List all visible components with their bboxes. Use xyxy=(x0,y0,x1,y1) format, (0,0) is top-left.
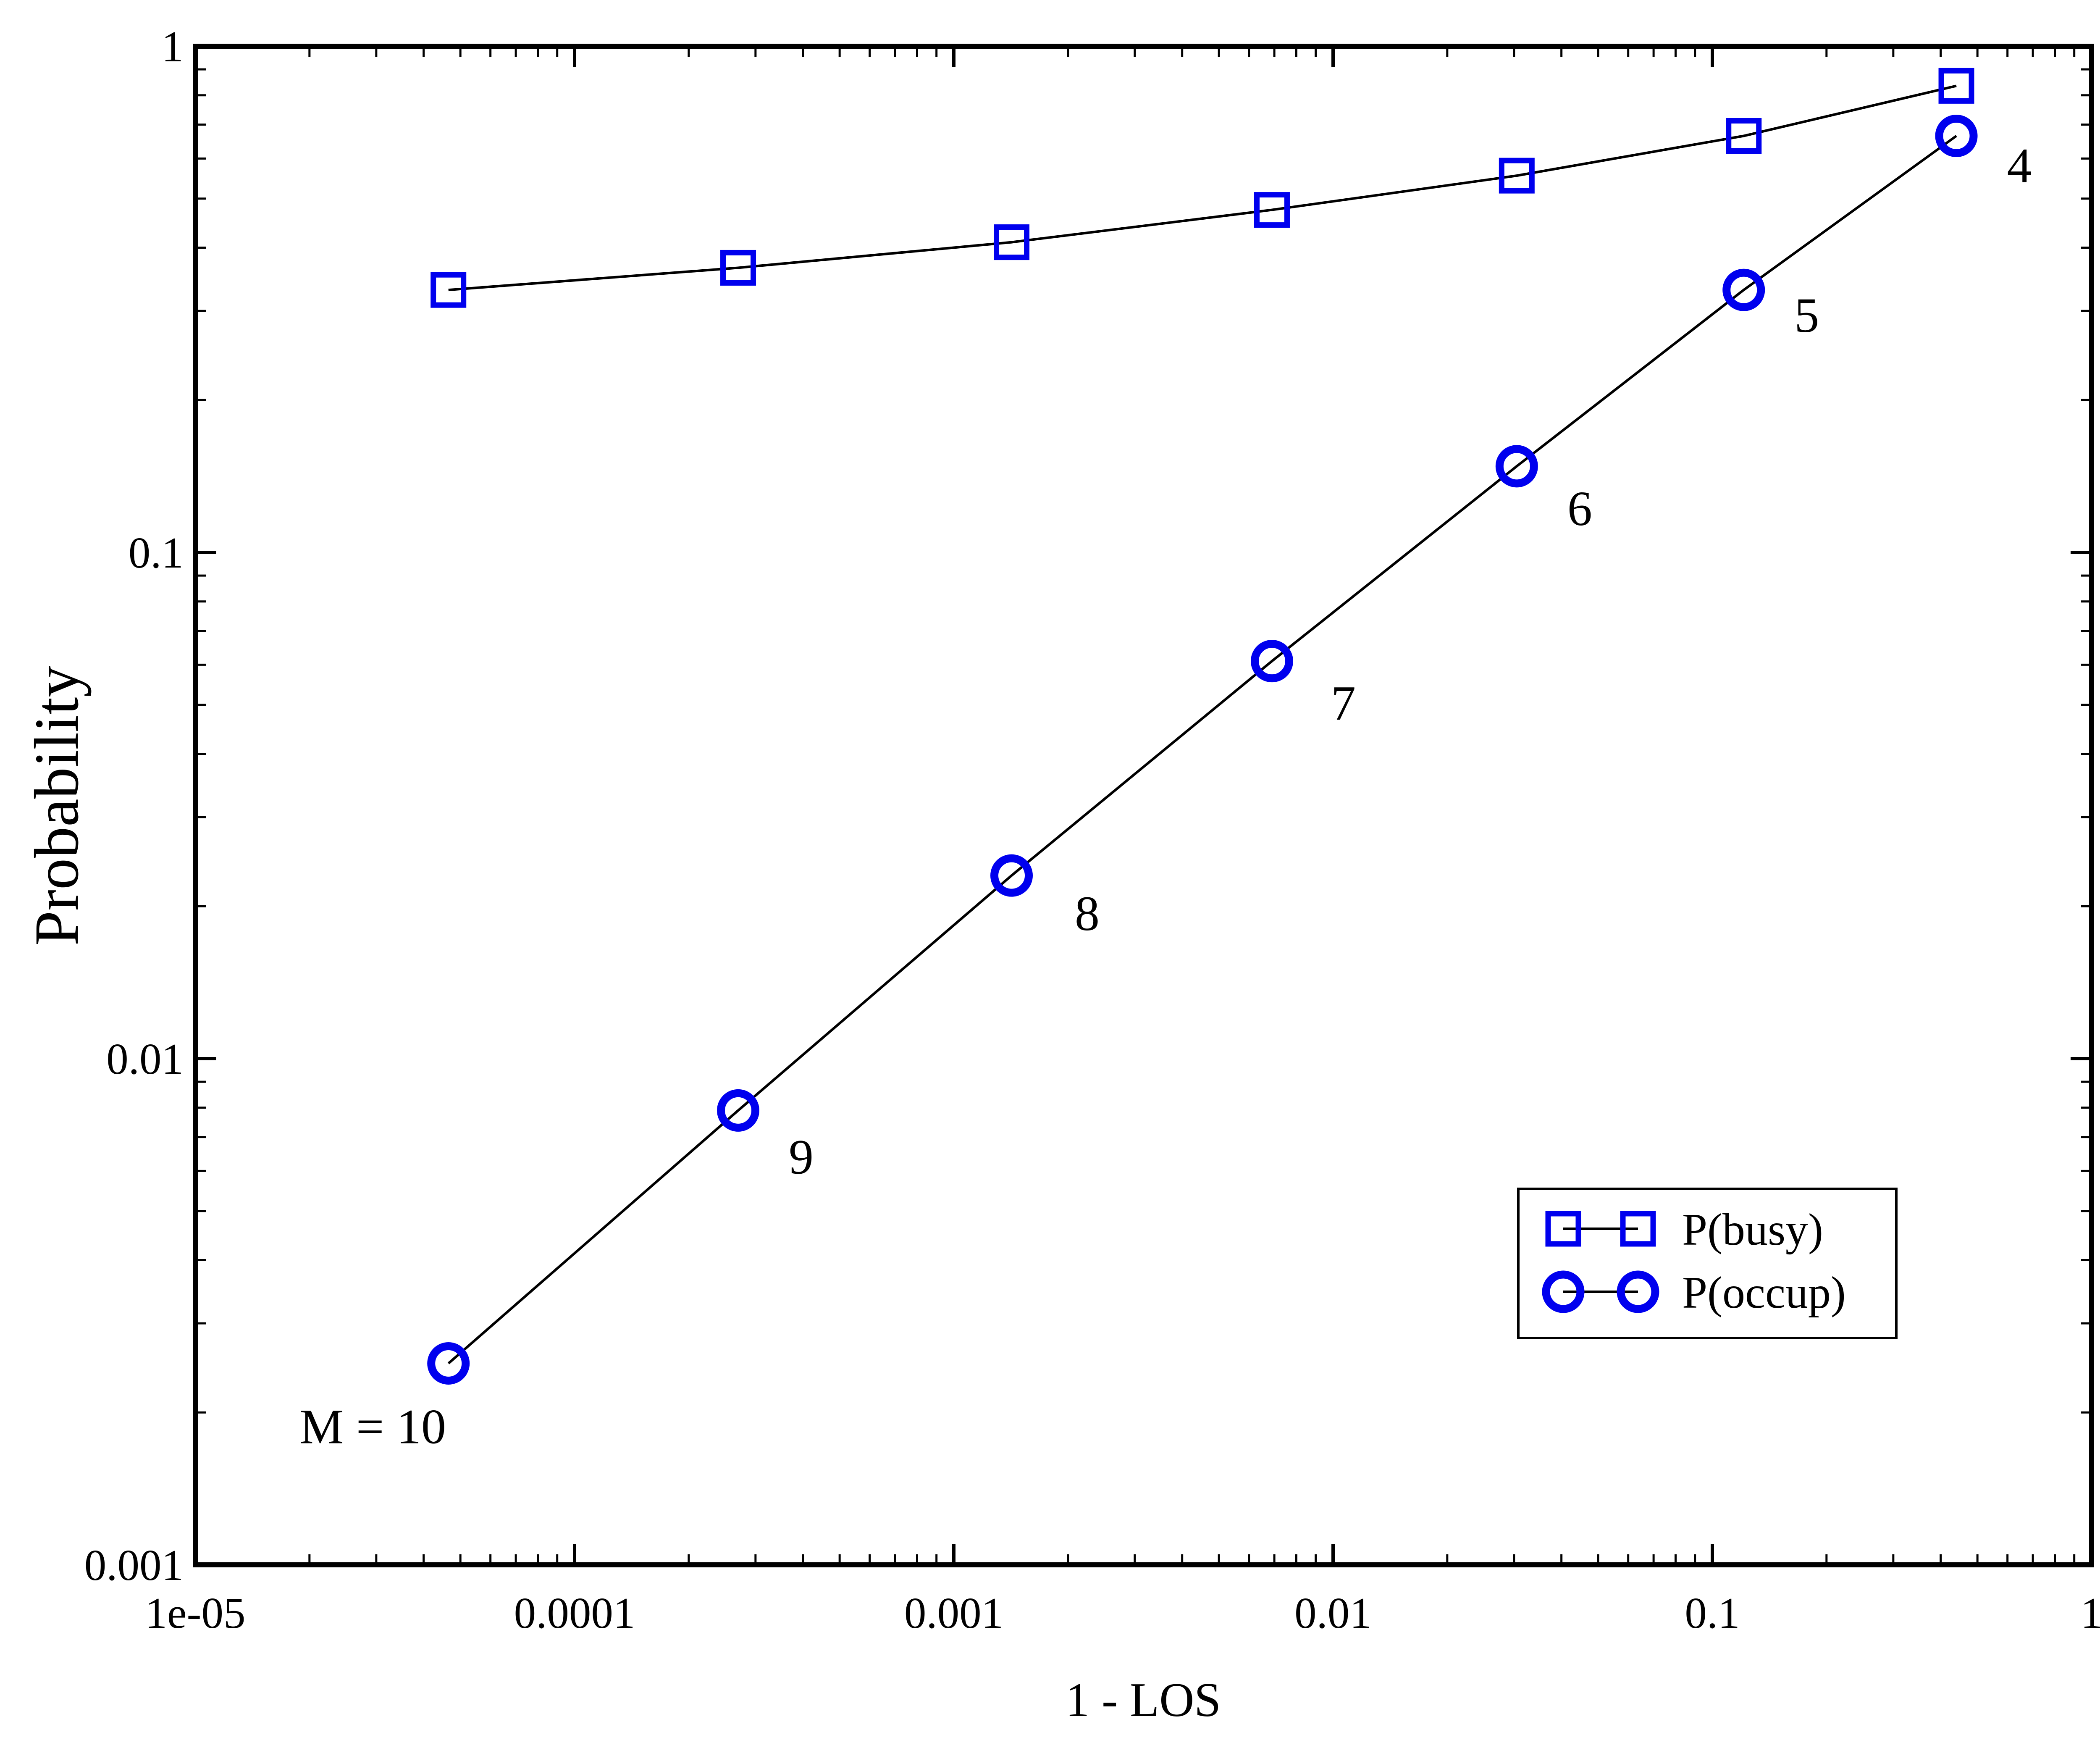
x-tick-label: 1 xyxy=(2081,1588,2100,1638)
series-line xyxy=(448,84,1957,292)
point-annotation: M = 10 xyxy=(299,1399,446,1454)
x-tick-label: 0.01 xyxy=(1294,1588,1372,1638)
series-circle xyxy=(427,114,1978,1385)
point-annotation: 4 xyxy=(2007,138,2032,193)
data-point-circle xyxy=(1935,114,1978,157)
tick-labels: 1e-05 0.0001 0.001 0.01 0.1 1 0.001 0.01 0.1 1 xyxy=(84,22,2100,1638)
plot-frame xyxy=(193,44,2094,1567)
data-point-square xyxy=(1726,118,1762,154)
legend-label: P(occup) xyxy=(1682,1268,1846,1318)
point-annotation: 9 xyxy=(789,1129,814,1184)
y-tick-label: 0.01 xyxy=(106,1034,184,1083)
data-point-circle xyxy=(427,1342,470,1385)
point-annotation: 5 xyxy=(1794,288,1819,343)
x-axis-label: 1 - LOS xyxy=(1066,1673,1221,1727)
legend-marker-circle xyxy=(1617,1270,1659,1313)
x-tick-label: 0.001 xyxy=(904,1588,1003,1638)
data-point-circle xyxy=(1250,640,1293,683)
series-layer xyxy=(427,68,1978,1385)
data-point-square xyxy=(720,250,756,286)
legend-box xyxy=(1517,1188,1898,1339)
legend-label: P(busy) xyxy=(1682,1205,1823,1255)
data-point-square xyxy=(1938,68,1974,104)
legend-marker-circle xyxy=(1542,1270,1585,1313)
point-annotation: 6 xyxy=(1567,481,1592,536)
point-annotation: 7 xyxy=(1331,676,1356,731)
data-point-circle xyxy=(990,854,1033,897)
legend-marker-square xyxy=(1620,1211,1656,1247)
legend-entry: P(busy) xyxy=(1545,1205,1823,1255)
data-point-square xyxy=(994,224,1030,260)
x-tick-label: 0.0001 xyxy=(514,1588,635,1638)
x-tick-label: 0.1 xyxy=(1685,1588,1740,1638)
point-annotation: 8 xyxy=(1075,886,1100,941)
legend-marker-square xyxy=(1545,1211,1581,1247)
data-point-square xyxy=(430,272,467,308)
data-point-square xyxy=(1254,192,1290,228)
y-axis-label: Probability xyxy=(22,666,92,946)
series-square xyxy=(430,68,1974,308)
y-tick-label: 0.1 xyxy=(129,528,184,577)
data-point-circle xyxy=(1722,268,1765,311)
data-point-circle xyxy=(1495,445,1538,488)
legend: P(busy) P(occup) xyxy=(1517,1188,1898,1339)
legend-entry: P(occup) xyxy=(1542,1268,1846,1318)
y-tick-label: 1 xyxy=(162,22,184,71)
data-point-circle xyxy=(717,1089,760,1132)
annotations: M = 10 9 8 7 6 5 4 xyxy=(299,138,2032,1454)
x-tick-label: 1e-05 xyxy=(145,1588,245,1638)
data-point-square xyxy=(1499,158,1535,194)
y-tick-label: 0.001 xyxy=(84,1540,184,1590)
series-line xyxy=(447,135,1957,1364)
